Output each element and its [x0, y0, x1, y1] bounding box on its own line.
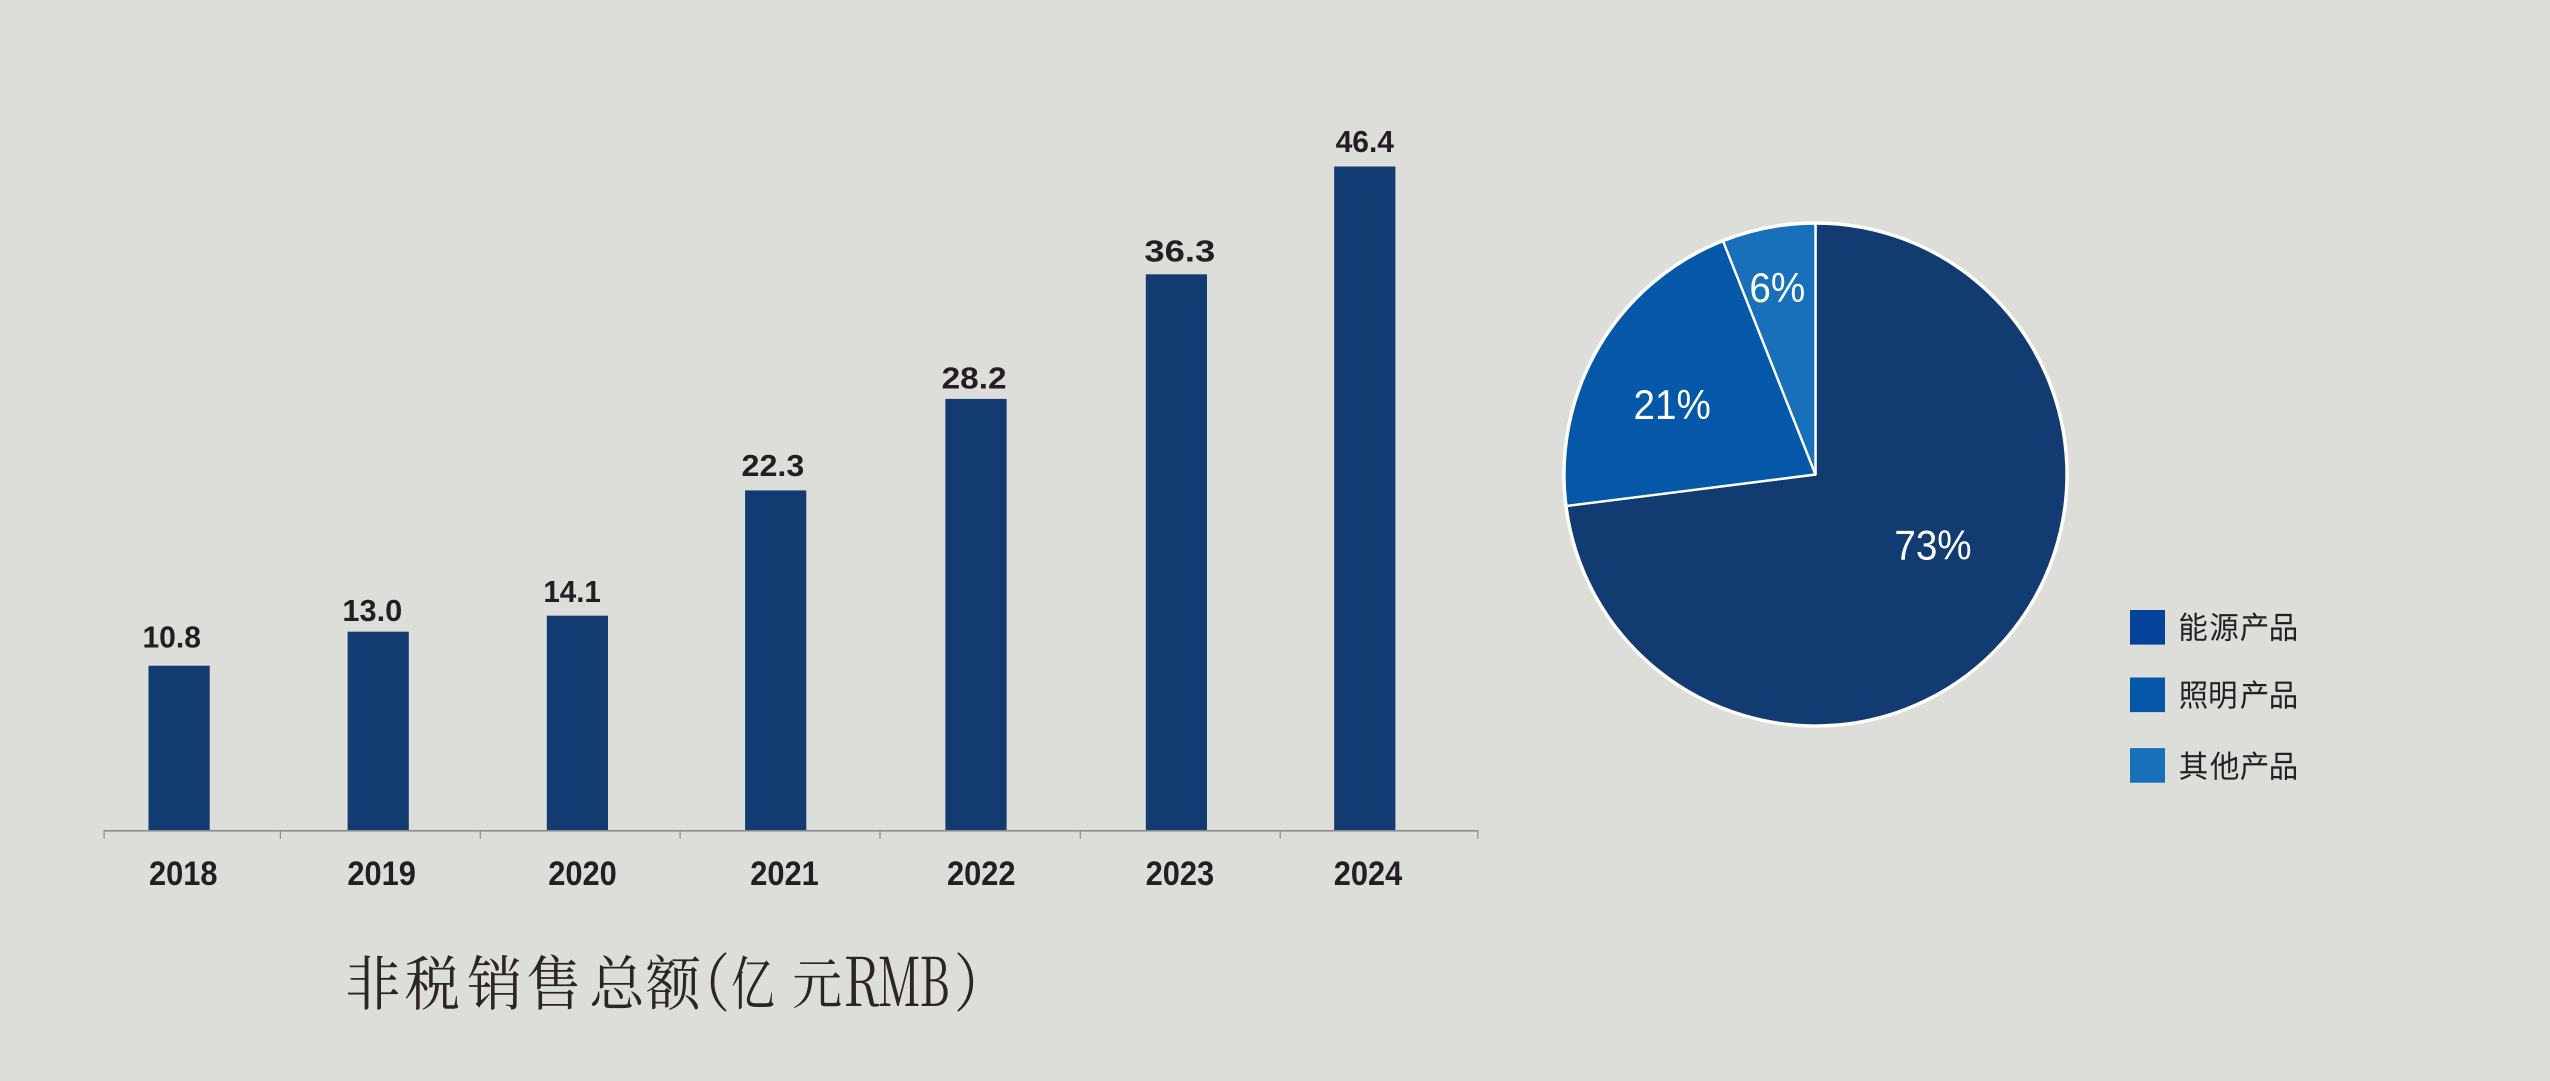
- svg-text:2024: 2024: [1334, 854, 1403, 892]
- svg-text:2018: 2018: [149, 854, 218, 892]
- svg-text:13.0: 13.0: [342, 593, 402, 628]
- svg-text:22.3: 22.3: [742, 448, 805, 483]
- svg-text:2019: 2019: [347, 854, 416, 892]
- svg-text:28.2: 28.2: [942, 361, 1007, 396]
- svg-text:2023: 2023: [1146, 854, 1215, 892]
- svg-text:6%: 6%: [1749, 263, 1805, 311]
- svg-text:2021: 2021: [750, 854, 819, 892]
- svg-text:2022: 2022: [947, 854, 1016, 892]
- svg-text:46.4: 46.4: [1336, 125, 1394, 160]
- svg-text:73%: 73%: [1894, 521, 1971, 569]
- svg-text:2020: 2020: [548, 854, 617, 892]
- svg-text:21%: 21%: [1634, 381, 1711, 429]
- svg-text:14.1: 14.1: [543, 575, 601, 609]
- svg-text:36.3: 36.3: [1144, 234, 1215, 269]
- svg-text:10.8: 10.8: [142, 620, 201, 655]
